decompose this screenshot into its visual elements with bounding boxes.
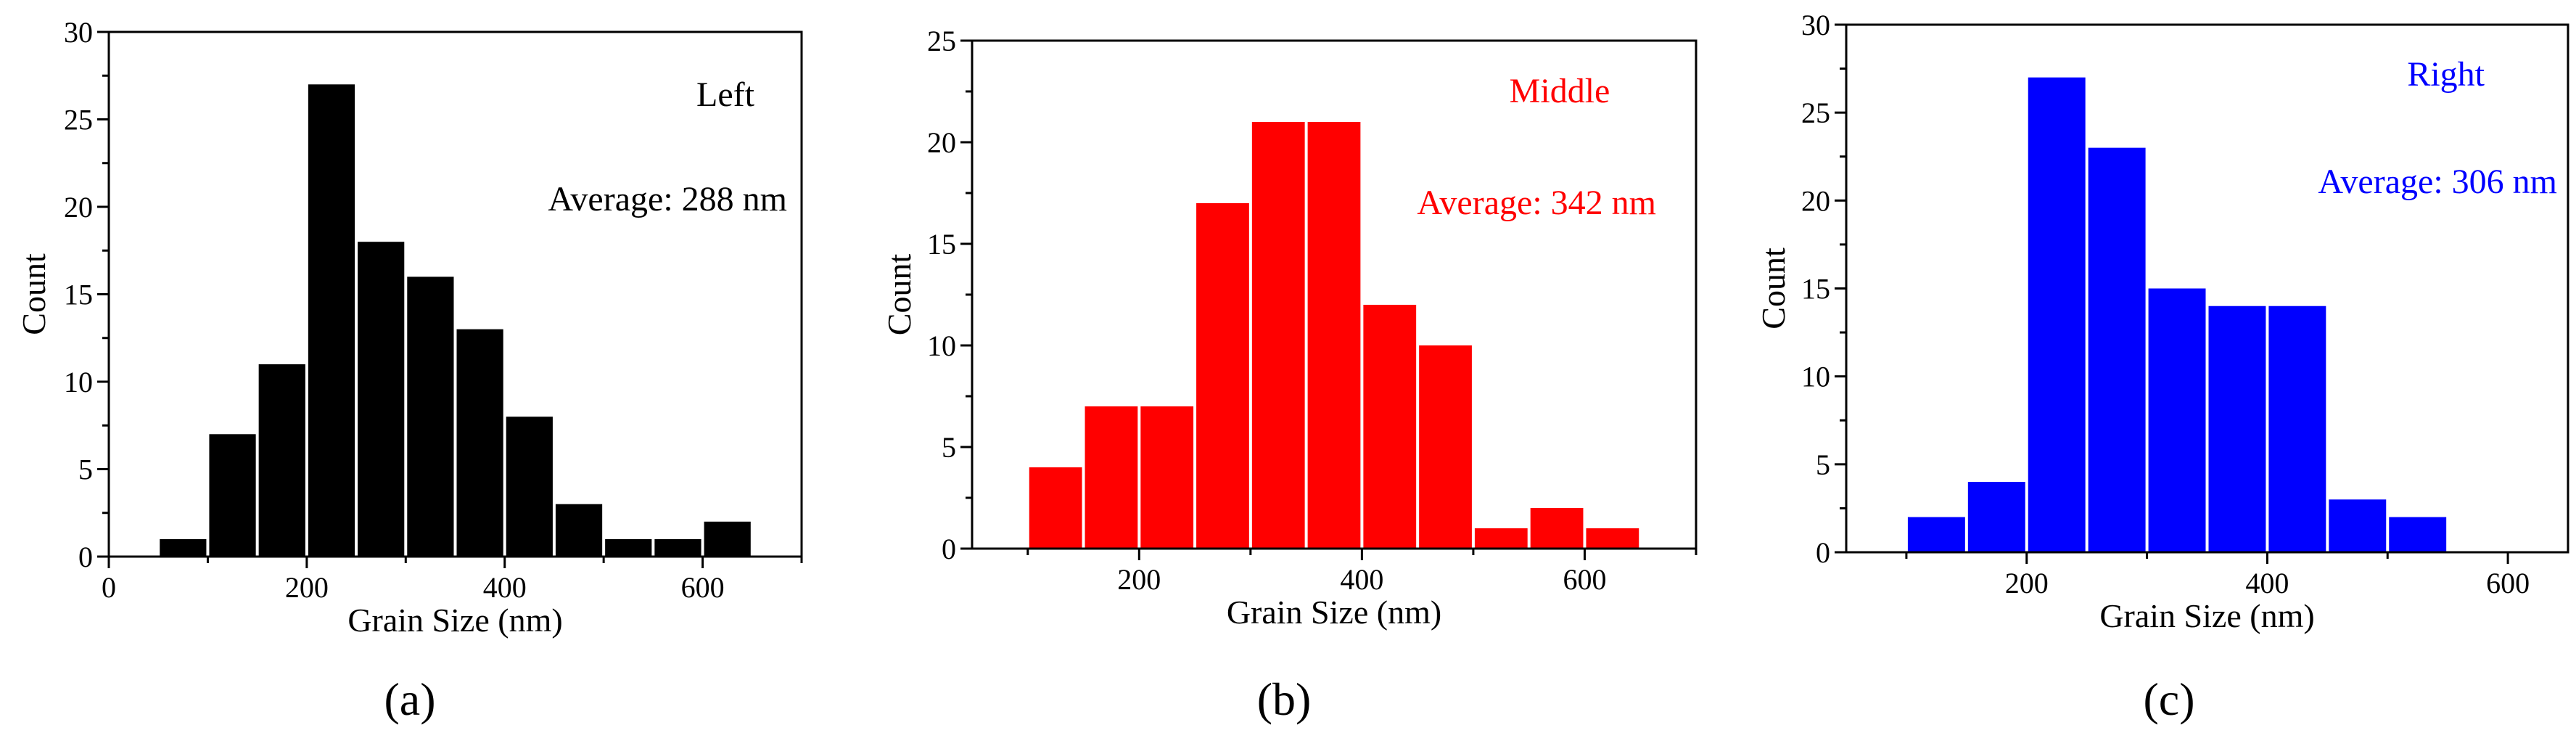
histogram-bar bbox=[1967, 482, 2025, 552]
histogram-bar bbox=[704, 521, 751, 557]
histogram-bar bbox=[1029, 467, 1082, 549]
y-axis-title: Count bbox=[15, 253, 52, 335]
y-tick-label: 25 bbox=[64, 104, 93, 136]
histogram-bar bbox=[358, 242, 405, 557]
x-tick-label: 400 bbox=[2245, 567, 2289, 599]
histogram-bar bbox=[2028, 77, 2086, 552]
x-tick-label: 600 bbox=[1563, 563, 1606, 596]
histogram-bar bbox=[258, 364, 305, 557]
x-tick-label: 400 bbox=[483, 571, 527, 604]
y-tick-label: 30 bbox=[1801, 9, 1830, 41]
y-tick-label: 20 bbox=[1801, 184, 1830, 217]
y-tick-label: 25 bbox=[927, 25, 956, 57]
x-axis-title: Grain Size (nm) bbox=[2099, 597, 2314, 634]
y-tick-label: 5 bbox=[1816, 448, 1830, 481]
histogram-bar bbox=[308, 84, 355, 557]
x-tick-label: 600 bbox=[2486, 567, 2530, 599]
plot-frame bbox=[1845, 23, 2569, 554]
histogram-bar bbox=[2389, 517, 2447, 552]
panel-title: Left bbox=[696, 75, 755, 114]
average-annotation: Average: 288 nm bbox=[548, 180, 787, 218]
y-tick-label: 30 bbox=[64, 16, 93, 49]
histogram-bar bbox=[2268, 306, 2326, 552]
histogram-bar bbox=[2148, 288, 2206, 552]
y-tick-label: 15 bbox=[1801, 273, 1830, 306]
histogram-bar bbox=[1307, 122, 1361, 549]
x-tick-label: 200 bbox=[1117, 563, 1161, 596]
x-tick-label: 400 bbox=[1340, 563, 1383, 596]
y-axis-title: Count bbox=[881, 254, 918, 336]
histogram-bar bbox=[1251, 122, 1305, 549]
x-axis-title: Grain Size (nm) bbox=[347, 602, 562, 639]
histogram-bar bbox=[2329, 499, 2387, 552]
histogram-bar bbox=[1140, 406, 1194, 549]
panel-a-left-histogram: 0 5 10 15 20 25 30 0 200 400 600 Grain Size (nm) Cou… bbox=[15, 16, 803, 725]
y-tick-label: 15 bbox=[927, 228, 956, 261]
x-tick-label: 600 bbox=[681, 571, 725, 604]
panel-title: Right bbox=[2407, 55, 2485, 94]
y-tick-label: 5 bbox=[78, 454, 93, 486]
panel-c-right-histogram: 0 5 10 15 20 25 30 200 400 600 Grain Size (nm) Coun… bbox=[1755, 9, 2569, 725]
average-annotation: Average: 306 nm bbox=[2318, 163, 2557, 201]
panel-b-middle-histogram: 0 5 10 15 20 25 200 400 600 Grain Size (nm) Count M… bbox=[881, 25, 1698, 725]
panel-label: (a) bbox=[384, 673, 435, 725]
histogram-bar bbox=[1085, 406, 1138, 549]
panel-label: (c) bbox=[2143, 673, 2194, 725]
histogram-bar bbox=[1586, 528, 1639, 549]
x-tick-label: 200 bbox=[285, 571, 329, 604]
x-tick-label: 200 bbox=[2005, 567, 2049, 599]
histogram-bar bbox=[209, 434, 256, 557]
y-tick-label: 10 bbox=[927, 329, 956, 362]
y-axis-title: Count bbox=[1755, 247, 1792, 329]
histogram-bar bbox=[407, 276, 454, 557]
average-annotation: Average: 342 nm bbox=[1417, 184, 1656, 222]
histogram-bar bbox=[456, 329, 503, 557]
y-tick-label: 0 bbox=[942, 533, 956, 565]
histogram-bar bbox=[506, 417, 553, 557]
y-tick-label: 25 bbox=[1801, 97, 1830, 129]
histogram-bar bbox=[1530, 508, 1584, 549]
histogram-bar bbox=[605, 538, 652, 557]
y-tick-label: 15 bbox=[64, 279, 93, 311]
histogram-bar bbox=[555, 504, 603, 557]
y-tick-label: 20 bbox=[64, 191, 93, 224]
histogram-bar bbox=[1474, 528, 1528, 549]
y-tick-label: 10 bbox=[1801, 361, 1830, 393]
y-tick-label: 0 bbox=[1816, 536, 1830, 569]
y-tick-label: 10 bbox=[64, 366, 93, 398]
panel-label: (b) bbox=[1257, 673, 1312, 725]
histogram-bar bbox=[160, 538, 207, 557]
histogram-bar bbox=[2208, 306, 2266, 552]
y-tick-label: 20 bbox=[927, 126, 956, 159]
histogram-bar bbox=[1907, 517, 1965, 552]
histogram-bar bbox=[1419, 345, 1472, 549]
y-tick-label: 0 bbox=[78, 541, 93, 573]
y-tick-label: 5 bbox=[942, 431, 956, 464]
histogram-bar bbox=[1363, 305, 1417, 549]
x-axis-title: Grain Size (nm) bbox=[1227, 594, 1441, 631]
panel-title: Middle bbox=[1510, 72, 1610, 110]
x-tick-label: 0 bbox=[102, 571, 116, 604]
histogram-bar bbox=[1196, 203, 1249, 549]
histogram-bar bbox=[2088, 147, 2146, 553]
histogram-bar bbox=[654, 538, 701, 557]
